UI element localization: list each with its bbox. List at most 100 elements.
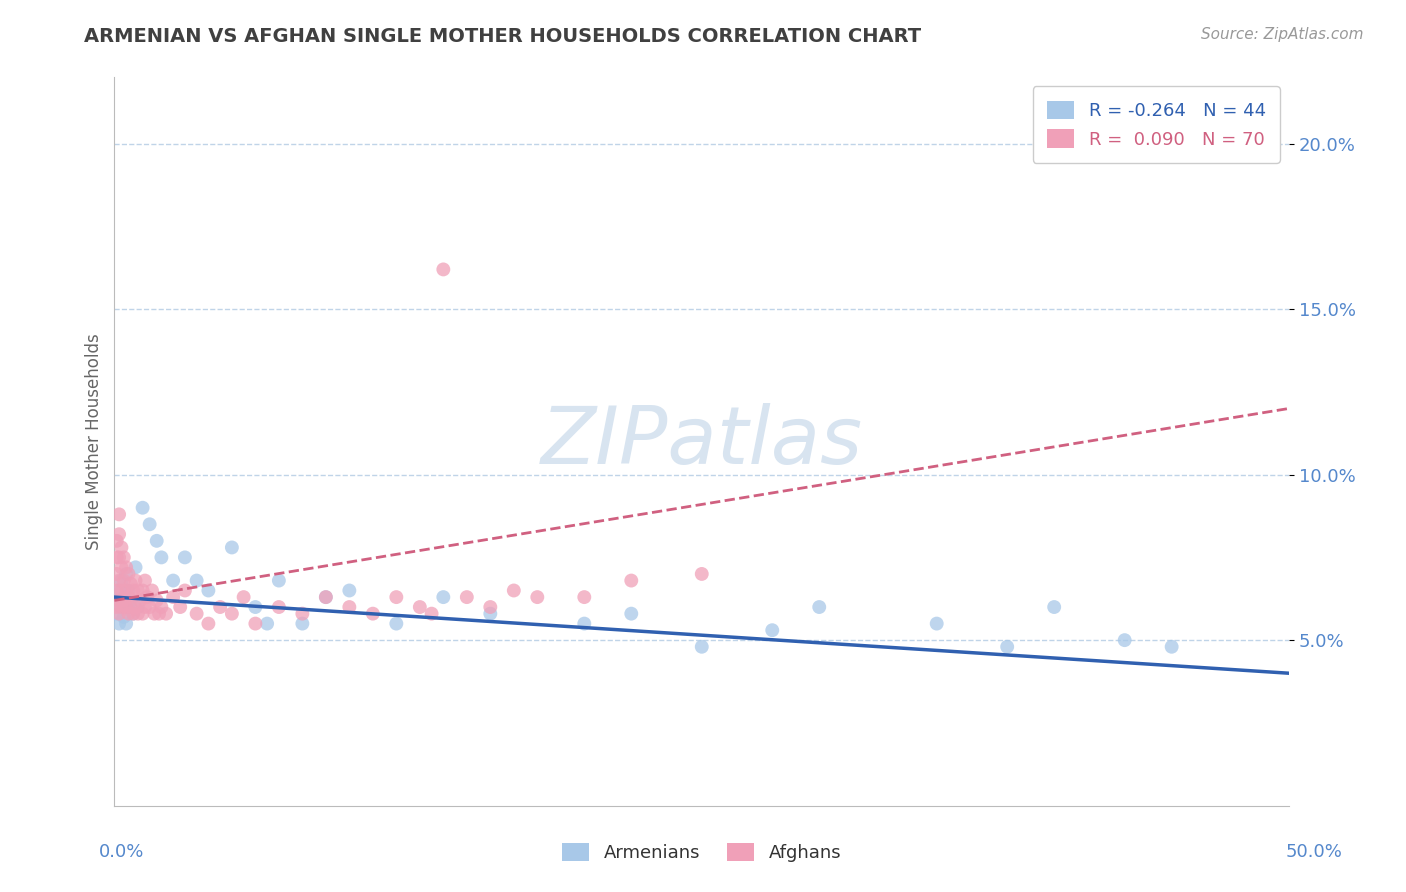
Point bbox=[385, 590, 408, 604]
Point bbox=[115, 600, 138, 615]
Point bbox=[110, 583, 132, 598]
Point bbox=[108, 616, 131, 631]
Point bbox=[127, 600, 149, 615]
Point bbox=[108, 508, 131, 522]
Point bbox=[108, 583, 131, 598]
Point bbox=[432, 590, 454, 604]
Point bbox=[150, 550, 173, 565]
Point bbox=[105, 550, 128, 565]
Point bbox=[361, 607, 384, 621]
Point bbox=[1160, 640, 1182, 654]
Point bbox=[117, 583, 139, 598]
Point bbox=[232, 590, 254, 604]
Point bbox=[138, 600, 160, 615]
Point bbox=[117, 607, 139, 621]
Point bbox=[122, 607, 145, 621]
Point bbox=[690, 566, 713, 581]
Point bbox=[155, 607, 177, 621]
Point bbox=[409, 600, 432, 615]
Point bbox=[245, 616, 267, 631]
Point bbox=[110, 600, 132, 615]
Point bbox=[143, 607, 166, 621]
Point bbox=[315, 590, 337, 604]
Point bbox=[145, 593, 167, 607]
Point bbox=[148, 607, 170, 621]
Point bbox=[110, 560, 132, 574]
Point bbox=[256, 616, 278, 631]
Point bbox=[112, 550, 135, 565]
Point bbox=[162, 590, 184, 604]
Point bbox=[1114, 633, 1136, 648]
Point bbox=[131, 607, 153, 621]
Point bbox=[221, 541, 243, 555]
Point bbox=[120, 600, 142, 615]
Text: 50.0%: 50.0% bbox=[1286, 843, 1343, 861]
Point bbox=[267, 600, 290, 615]
Point bbox=[108, 593, 131, 607]
Point bbox=[117, 590, 139, 604]
Point bbox=[115, 566, 138, 581]
Text: Source: ZipAtlas.com: Source: ZipAtlas.com bbox=[1201, 27, 1364, 42]
Point bbox=[110, 541, 132, 555]
Point bbox=[315, 590, 337, 604]
Point bbox=[502, 583, 524, 598]
Point bbox=[115, 583, 138, 598]
Point bbox=[115, 616, 138, 631]
Point bbox=[385, 616, 408, 631]
Point bbox=[105, 566, 128, 581]
Point bbox=[105, 600, 128, 615]
Point bbox=[574, 616, 596, 631]
Point bbox=[690, 640, 713, 654]
Point bbox=[124, 600, 146, 615]
Point bbox=[124, 574, 146, 588]
Point bbox=[432, 262, 454, 277]
Point bbox=[162, 574, 184, 588]
Point bbox=[145, 533, 167, 548]
Point bbox=[108, 527, 131, 541]
Point bbox=[105, 533, 128, 548]
Point bbox=[120, 577, 142, 591]
Point bbox=[620, 574, 643, 588]
Point bbox=[131, 500, 153, 515]
Point bbox=[115, 560, 138, 574]
Point bbox=[122, 583, 145, 598]
Point bbox=[127, 583, 149, 598]
Point bbox=[479, 600, 502, 615]
Point bbox=[221, 607, 243, 621]
Point bbox=[117, 566, 139, 581]
Point bbox=[197, 583, 219, 598]
Point bbox=[761, 624, 783, 638]
Point bbox=[110, 600, 132, 615]
Point bbox=[105, 583, 128, 598]
Point bbox=[995, 640, 1018, 654]
Point bbox=[337, 600, 360, 615]
Text: ZIPatlas: ZIPatlas bbox=[541, 402, 863, 481]
Point bbox=[209, 600, 232, 615]
Point bbox=[808, 600, 831, 615]
Point bbox=[456, 590, 478, 604]
Point bbox=[925, 616, 948, 631]
Point bbox=[420, 607, 443, 621]
Point bbox=[108, 607, 131, 621]
Point bbox=[105, 607, 128, 621]
Point bbox=[174, 550, 197, 565]
Point bbox=[136, 590, 159, 604]
Point bbox=[117, 600, 139, 615]
Point bbox=[291, 616, 314, 631]
Point bbox=[120, 593, 142, 607]
Point bbox=[197, 616, 219, 631]
Legend: R = -0.264   N = 44, R =  0.090   N = 70: R = -0.264 N = 44, R = 0.090 N = 70 bbox=[1032, 87, 1279, 163]
Point bbox=[129, 593, 152, 607]
Point bbox=[112, 574, 135, 588]
Point bbox=[124, 560, 146, 574]
Point bbox=[267, 574, 290, 588]
Point bbox=[112, 610, 135, 624]
Point bbox=[122, 607, 145, 621]
Point bbox=[105, 593, 128, 607]
Point bbox=[186, 607, 208, 621]
Point bbox=[186, 574, 208, 588]
Y-axis label: Single Mother Households: Single Mother Households bbox=[86, 334, 103, 549]
Point bbox=[169, 600, 191, 615]
Point bbox=[134, 574, 156, 588]
Point bbox=[1043, 600, 1066, 615]
